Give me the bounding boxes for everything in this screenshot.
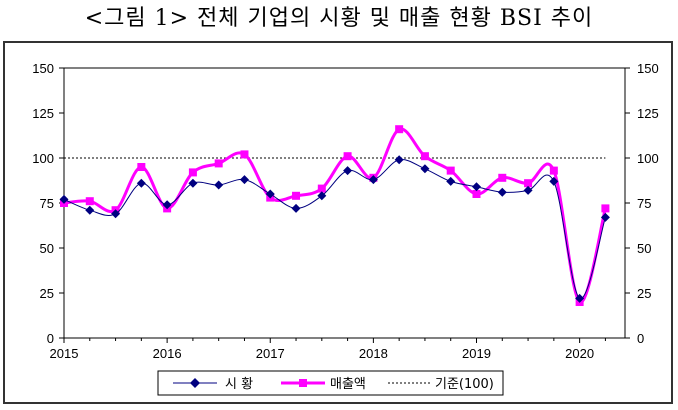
series-market-point	[549, 176, 559, 186]
series-market-point	[600, 212, 610, 222]
series-sales-point	[498, 173, 507, 182]
series-sales-point	[214, 159, 223, 168]
series-sales-point	[85, 197, 94, 206]
series-market-point	[214, 180, 224, 190]
series-market-point	[523, 185, 533, 195]
y-tick-label-right: 150	[637, 61, 659, 76]
series-sales-line	[63, 127, 607, 304]
series-sales-point	[601, 204, 610, 213]
series-market-point	[291, 203, 301, 213]
series-market-point	[472, 182, 481, 192]
legend-sales-label: 매출액	[330, 377, 366, 392]
series-market-point	[265, 189, 275, 199]
legend-reference-label: 기준(100)	[435, 377, 494, 392]
series-market-point	[368, 175, 378, 185]
chart-frame: 0 0 25 25 50 50 75 75 100 100 125 125 150 150 2015 2016…	[3, 41, 673, 404]
series-market-point	[162, 200, 172, 210]
plot-area	[63, 67, 626, 339]
series-market-point	[497, 187, 507, 197]
series-sales-point	[292, 191, 301, 200]
series-sales-point	[420, 152, 429, 161]
line-chart: 0 0 25 25 50 50 75 75 100 100 125 125 150 150 2015 2016…	[32, 61, 659, 396]
series-sales-point	[240, 150, 249, 159]
series-sales-point	[395, 125, 404, 134]
legend-market-swatch-marker	[190, 378, 200, 388]
y-tick-label-left: 25	[40, 286, 54, 301]
series-market-point	[239, 175, 249, 185]
series-sales-point	[446, 166, 455, 175]
series-sales-point	[137, 163, 146, 171]
y-tick-label-right: 100	[637, 151, 659, 166]
x-tick-label: 2018	[359, 346, 388, 361]
series-market-point	[394, 155, 404, 165]
series-sales-point	[524, 179, 533, 188]
series-sales-point	[549, 166, 558, 175]
y-tick-label-right: 75	[637, 196, 651, 211]
y-tick-label-left: 0	[47, 331, 54, 346]
series-market-point	[317, 191, 327, 201]
series-market-point	[59, 194, 69, 204]
y-tick-label-left: 100	[32, 151, 54, 166]
y-tick-label-left: 150	[32, 61, 54, 76]
legend-sales-swatch-marker	[299, 379, 307, 387]
x-tick-label: 2016	[153, 346, 182, 361]
series-market-point	[85, 205, 95, 215]
series-market-point	[575, 293, 585, 303]
y-tick-label-left: 75	[40, 196, 54, 211]
series-market-point	[420, 164, 430, 174]
legend-market-label: 시 황	[225, 377, 253, 392]
x-tick-label: 2020	[565, 346, 594, 361]
series-sales-point	[343, 152, 352, 161]
chart-title: <그림 1> 전체 기업의 시황 및 매출 현황 BSI 추이	[84, 6, 594, 31]
y-tick-label-right: 0	[637, 331, 644, 346]
x-tick-label: 2017	[256, 346, 285, 361]
series-market-point	[136, 178, 146, 188]
y-tick-label-right: 25	[637, 286, 651, 301]
series-market-point	[111, 209, 121, 219]
series-market-point	[188, 178, 198, 188]
x-tick-label: 2015	[50, 346, 79, 361]
series-sales-point	[472, 190, 481, 198]
y-tick-label-right: 125	[637, 106, 659, 121]
series-sales-point	[317, 184, 326, 193]
series-sales-point	[188, 168, 197, 177]
y-tick-label-right: 50	[637, 241, 651, 256]
y-tick-label-left: 125	[32, 106, 54, 121]
x-tick-label: 2019	[462, 346, 491, 361]
y-tick-label-left: 50	[40, 241, 54, 256]
series-market-point	[343, 166, 353, 176]
series-market-point	[446, 176, 456, 186]
